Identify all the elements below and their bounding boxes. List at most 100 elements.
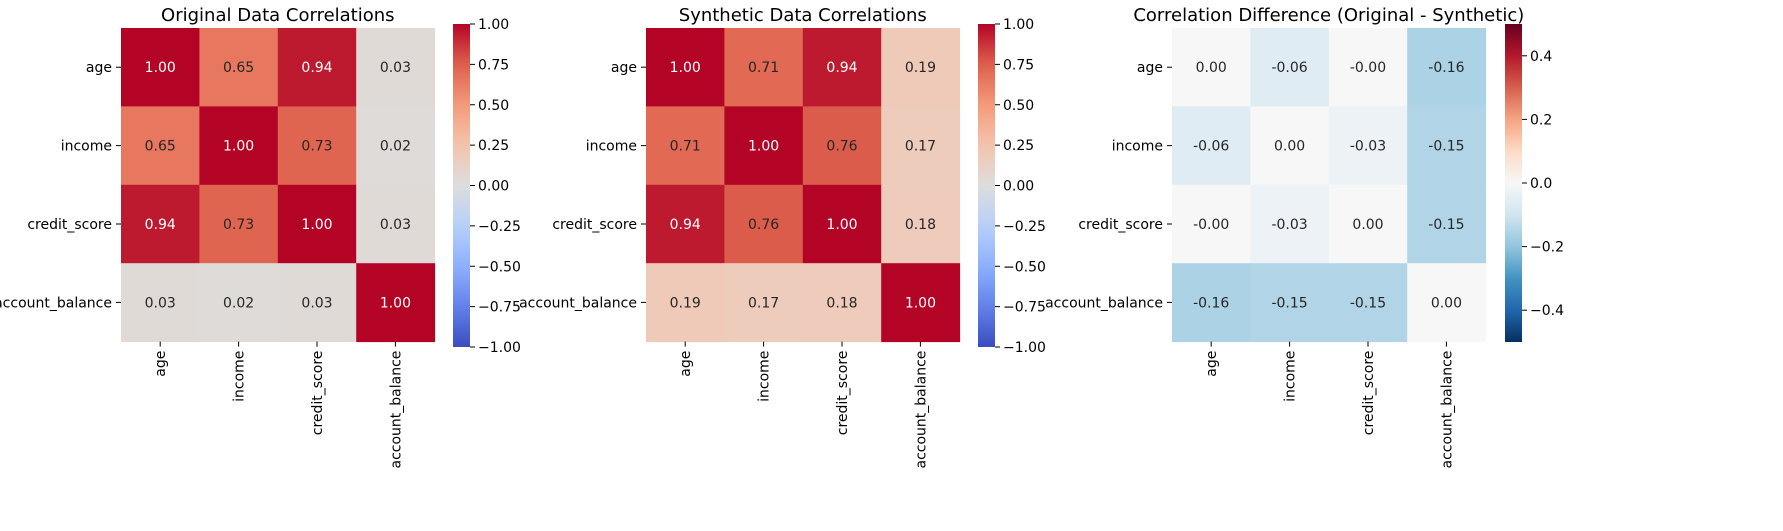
colorbar-tick-label: −0.50 <box>478 259 521 275</box>
cell-value-label: 0.94 <box>670 217 701 233</box>
chart-title: Correlation Difference (Original - Synth… <box>1133 5 1524 26</box>
cell-value-label: 0.18 <box>826 295 857 311</box>
heatmap-cell <box>199 263 279 343</box>
cell-value-label: 0.94 <box>145 217 176 233</box>
colorbar-tick-label: −0.2 <box>1530 240 1564 256</box>
cell-value-label: 0.71 <box>670 139 701 155</box>
heatmap-cell <box>724 263 804 343</box>
colorbar-tick-label: 0.00 <box>1003 179 1034 195</box>
heatmap-cell <box>646 263 725 343</box>
cell-value-label: 1.00 <box>380 295 411 311</box>
colorbar-tick-label: 0.4 <box>1530 49 1552 65</box>
cell-value-label: 0.02 <box>223 295 254 311</box>
x-tick-label: credit_score <box>835 351 851 436</box>
x-tick-label: account_balance <box>388 351 404 469</box>
x-tick-label: age <box>153 351 169 377</box>
cell-value-label: 1.00 <box>301 217 332 233</box>
heatmap-cell <box>1407 106 1487 186</box>
cell-value-label: 0.73 <box>223 217 254 233</box>
cell-value-label: 0.03 <box>380 217 411 233</box>
heatmap-cell <box>121 28 200 107</box>
heatmap-cell <box>724 28 804 107</box>
y-tick-label: age <box>1137 60 1163 76</box>
cell-value-label: 0.17 <box>905 139 936 155</box>
heatmap-cell <box>802 184 882 264</box>
heatmap-cell <box>121 106 200 186</box>
heatmap-cell <box>724 184 804 264</box>
colorbar-tick-label: 0.75 <box>478 57 509 73</box>
heatmap-cell <box>1172 106 1251 186</box>
cell-value-label: -0.15 <box>1271 295 1307 311</box>
heatmap-cell <box>1172 184 1251 264</box>
heatmap-cell <box>802 106 882 186</box>
cell-value-label: 0.76 <box>748 217 779 233</box>
x-tick-label: account_balance <box>1439 351 1455 469</box>
heatmap-cell <box>121 263 200 343</box>
x-tick-label: income <box>757 351 773 402</box>
x-tick-label: account_balance <box>913 351 929 469</box>
colorbar <box>978 24 995 347</box>
y-tick-label: age <box>611 60 637 76</box>
cell-value-label: 0.00 <box>1196 60 1227 76</box>
cell-value-label: -0.06 <box>1193 139 1229 155</box>
heatmap-cell <box>199 28 279 107</box>
heatmap-cell <box>881 28 961 107</box>
colorbar-tick-label: 0.0 <box>1530 176 1552 192</box>
cell-value-label: 0.71 <box>748 60 779 76</box>
cell-value-label: 0.76 <box>826 139 857 155</box>
heatmap-difference: Correlation Difference (Original - Synth… <box>1045 5 1564 469</box>
heatmap-cell <box>199 184 279 264</box>
cell-value-label: -0.15 <box>1428 139 1464 155</box>
heatmap-cell <box>646 184 725 264</box>
heatmap-cell <box>121 184 200 264</box>
cell-value-label: 0.00 <box>1431 295 1462 311</box>
cell-value-label: -0.00 <box>1193 217 1229 233</box>
chart-title: Synthetic Data Correlations <box>679 5 927 26</box>
y-tick-label: credit_score <box>1078 217 1163 233</box>
heatmap-cell <box>1407 28 1487 107</box>
colorbar-tick-label: 0.50 <box>478 98 509 114</box>
heatmap-synthetic: Synthetic Data Correlations 1.00 0.71 0.94 0… <box>519 5 1046 469</box>
cell-value-label: 0.94 <box>826 60 857 76</box>
cell-value-label: 0.03 <box>145 295 176 311</box>
heatmap-cell <box>277 184 357 264</box>
cell-value-label: 0.02 <box>380 139 411 155</box>
x-tick-label: age <box>678 351 694 377</box>
cell-value-label: -0.00 <box>1350 60 1386 76</box>
colorbar-tick-label: −0.4 <box>1530 303 1564 319</box>
cell-value-label: 0.17 <box>748 295 779 311</box>
cell-value-label: 0.65 <box>223 60 254 76</box>
heatmap-cell <box>1407 184 1487 264</box>
colorbar-tick-label: 1.00 <box>1003 17 1034 33</box>
heatmap-cell <box>1250 106 1330 186</box>
y-tick-label: credit_score <box>27 217 112 233</box>
heatmap-cell <box>277 28 357 107</box>
cell-value-label: -0.16 <box>1193 295 1229 311</box>
x-tick-label: age <box>1204 351 1220 377</box>
cell-value-label: 0.19 <box>670 295 701 311</box>
heatmap-cell <box>277 263 357 343</box>
colorbar-tick-label: 0.00 <box>478 179 509 195</box>
cell-value-label: -0.03 <box>1271 217 1307 233</box>
x-tick-label: income <box>232 351 248 402</box>
x-tick-label: credit_score <box>310 351 326 436</box>
y-tick-label: income <box>586 139 637 155</box>
heatmap-cell <box>1172 263 1251 343</box>
heatmap-cell <box>1407 263 1487 343</box>
cell-value-label: -0.16 <box>1428 60 1464 76</box>
y-tick-label: account_balance <box>1045 295 1163 311</box>
cell-value-label: -0.06 <box>1271 60 1307 76</box>
heatmap-cell <box>881 184 961 264</box>
colorbar-tick-label: −0.25 <box>478 219 521 235</box>
colorbar <box>1505 24 1522 342</box>
colorbar-tick-label: 0.50 <box>1003 98 1034 114</box>
heatmap-original: Original Data Correlations 1.00 0.65 0.94 0.… <box>0 5 521 469</box>
colorbar-tick-label: −1.00 <box>1003 340 1046 356</box>
cell-value-label: 0.94 <box>301 60 332 76</box>
heatmap-cell <box>1250 28 1330 107</box>
heatmap-cell <box>277 106 357 186</box>
y-tick-label: account_balance <box>0 295 112 311</box>
cell-value-label: -0.15 <box>1428 217 1464 233</box>
colorbar-tick-label: −0.50 <box>1003 259 1046 275</box>
